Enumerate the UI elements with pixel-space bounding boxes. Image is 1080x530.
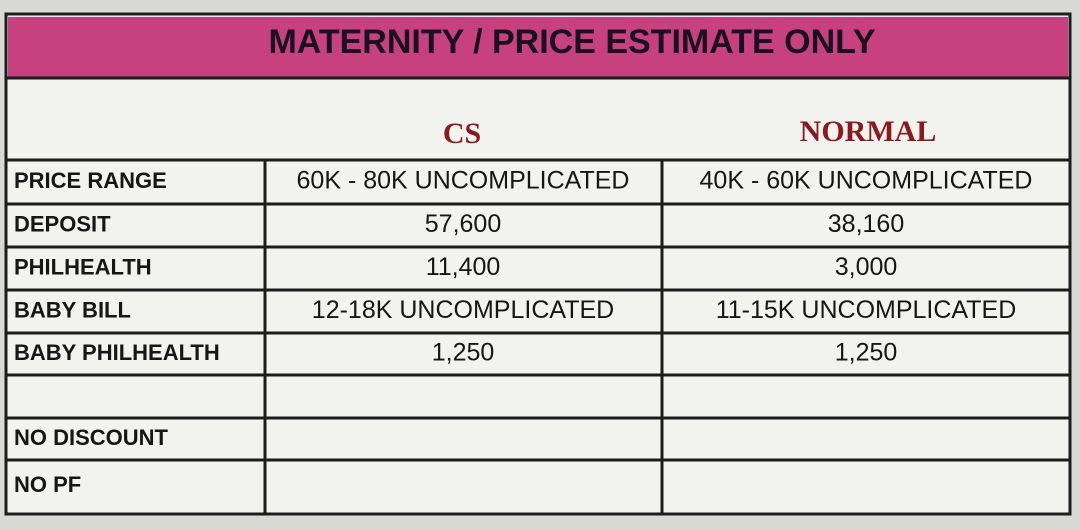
cell-value: 1,250	[432, 339, 495, 367]
cells: PRICE RANGE 60K - 80K UNCOMPLICATED 40K - …	[14, 167, 1032, 497]
cell-value: 60K - 80K UNCOMPLICATED	[297, 167, 630, 195]
cell-value: 38,160	[828, 210, 904, 238]
column-header: CS	[443, 117, 481, 150]
row-label: PRICE RANGE	[14, 168, 167, 193]
cell-value: 12-18K UNCOMPLICATED	[312, 296, 614, 324]
cell-value: 3,000	[835, 253, 898, 281]
row-label: DEPOSIT	[14, 211, 111, 236]
cell-value: 11-15K UNCOMPLICATED	[716, 296, 1017, 324]
cell-value: 57,600	[425, 210, 501, 238]
row-label: NO DISCOUNT	[14, 425, 169, 450]
cell-value: 1,250	[835, 339, 898, 367]
cell-value: 40K - 60K UNCOMPLICATED	[700, 167, 1033, 195]
row-label: BABY PHILHEALTH	[14, 340, 220, 365]
row-label: BABY BILL	[14, 297, 131, 322]
table-frame	[4, 12, 1072, 516]
title-band	[8, 17, 1068, 77]
row-label: PHILHEALTH	[14, 254, 152, 279]
cell-value: 11,400	[426, 253, 501, 281]
column-header: NORMAL	[800, 115, 937, 148]
grid	[6, 158, 1070, 514]
title: MATERNITY / PRICE ESTIMATE ONLY	[268, 23, 875, 61]
row-label: NO PF	[14, 472, 81, 497]
